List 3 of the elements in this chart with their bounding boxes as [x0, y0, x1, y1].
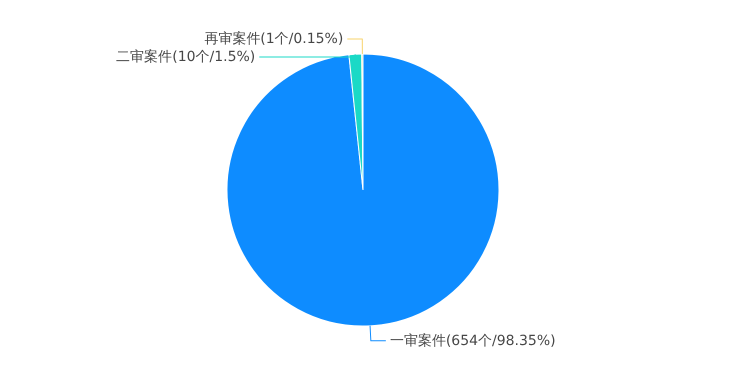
- slice-label: 再审案件(1个/0.15%): [204, 30, 344, 47]
- slice-label: 二审案件(10个/1.5%): [116, 48, 256, 65]
- slice-label: 一审案件(654个/98.35%): [390, 332, 556, 349]
